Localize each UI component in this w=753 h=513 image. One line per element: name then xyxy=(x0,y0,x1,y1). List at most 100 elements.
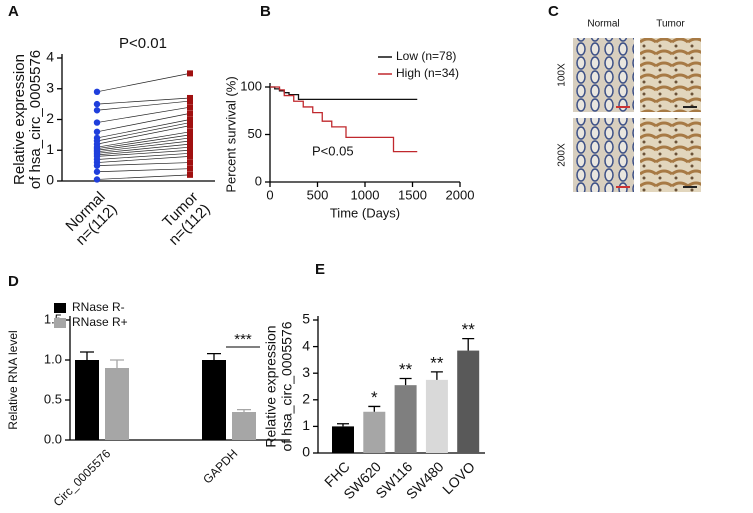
error-bar xyxy=(80,351,94,360)
dot xyxy=(93,88,101,96)
dot xyxy=(187,122,193,129)
dot xyxy=(187,94,193,101)
pair-line xyxy=(96,156,191,163)
error-bar xyxy=(207,352,221,360)
error-bar xyxy=(399,377,412,386)
legend-swatch xyxy=(54,318,66,328)
legend-label: Low (n=78) xyxy=(396,49,456,63)
x-tick-label: LOVO xyxy=(439,458,478,497)
y-tick-label: 3 xyxy=(46,79,54,95)
bar xyxy=(105,368,129,440)
pair-line xyxy=(96,146,191,156)
y-axis-label: Percent survival (%) xyxy=(223,76,238,192)
legend-label: High (n=34) xyxy=(396,66,459,80)
x-tick-label: 2000 xyxy=(446,187,475,202)
y-axis-label: Relative expression xyxy=(263,325,279,447)
dot xyxy=(93,107,101,114)
dot xyxy=(187,134,193,141)
micrograph xyxy=(640,118,701,192)
error-bar xyxy=(368,405,381,412)
bar xyxy=(394,385,417,453)
y-axis-label: Relative RNA level xyxy=(6,330,20,429)
legend-label: RNase R- xyxy=(72,300,125,314)
dot xyxy=(187,150,193,157)
dot xyxy=(187,141,193,148)
pair-line xyxy=(96,134,191,150)
pair-line xyxy=(96,97,191,105)
bar xyxy=(332,426,354,453)
dot xyxy=(187,138,193,145)
dot xyxy=(187,104,193,111)
y-tick-label: 4 xyxy=(46,49,54,65)
y-tick-label: 0.0 xyxy=(44,431,62,446)
dot xyxy=(187,70,193,77)
x-tick-label: 0 xyxy=(266,187,273,202)
y-tick-label: 0.5 xyxy=(44,391,62,406)
y-tick-label: 3 xyxy=(302,364,310,380)
pair-line xyxy=(96,125,191,145)
pair-line xyxy=(96,174,191,180)
pair-line xyxy=(96,131,191,148)
y-axis-label: of hsa_circ_0005576 xyxy=(27,50,44,189)
pair-line xyxy=(96,106,191,123)
sig-label: ** xyxy=(399,360,413,379)
dot xyxy=(187,128,193,135)
sig-label: *** xyxy=(234,331,252,348)
pair-line xyxy=(96,162,191,166)
panel-label: A xyxy=(8,3,19,20)
y-tick-label: 0 xyxy=(46,172,54,188)
y-tick-label: 1.0 xyxy=(44,351,62,366)
survival-line xyxy=(270,86,418,100)
micrograph xyxy=(640,38,701,112)
y-tick-label: 0 xyxy=(255,173,262,188)
pair-line xyxy=(96,149,191,157)
row-label: 100X xyxy=(557,63,568,87)
pair-line xyxy=(96,122,191,142)
dot xyxy=(187,159,193,166)
pair-line xyxy=(96,137,191,151)
dot xyxy=(187,153,193,160)
dot xyxy=(187,147,193,154)
column-label: Tumor xyxy=(656,19,685,30)
x-tick-label: GAPDH xyxy=(200,446,240,486)
annotation: P<0.05 xyxy=(312,143,354,158)
y-tick-label: 100 xyxy=(240,78,262,93)
y-tick-label: 2 xyxy=(46,110,54,126)
pair-line xyxy=(96,73,191,93)
y-tick-label: 4 xyxy=(302,337,310,353)
bar xyxy=(232,412,256,440)
y-tick-label: 1 xyxy=(46,141,54,157)
dot xyxy=(93,162,101,169)
dot xyxy=(187,116,193,123)
dot xyxy=(187,131,193,138)
legend-swatch xyxy=(54,303,66,313)
dot xyxy=(187,110,193,117)
error-bar xyxy=(237,408,251,412)
x-axis-label: Time (Days) xyxy=(330,205,400,220)
y-axis-label: of hsa_circ_0005576 xyxy=(279,321,295,451)
bar xyxy=(457,350,480,453)
dot xyxy=(93,119,101,126)
y-axis-label: Relative expression xyxy=(11,54,28,185)
dot xyxy=(93,168,101,175)
row-label: 200X xyxy=(557,143,568,167)
dot xyxy=(187,171,193,178)
panel-label: D xyxy=(8,273,19,290)
dot xyxy=(93,128,101,135)
error-bar xyxy=(337,423,349,427)
pair-line xyxy=(96,119,191,139)
bar xyxy=(425,379,448,453)
y-tick-label: 2 xyxy=(302,391,310,407)
dot xyxy=(93,100,101,108)
error-bar xyxy=(462,337,475,351)
y-tick-label: 5 xyxy=(302,311,310,327)
y-tick-label: 1 xyxy=(302,417,310,433)
column-label: Normal xyxy=(587,19,619,30)
error-bar xyxy=(430,371,443,380)
dot xyxy=(187,98,193,105)
pair-line xyxy=(96,152,191,160)
y-tick-label: 50 xyxy=(248,126,262,141)
micrograph xyxy=(573,118,634,192)
pair-line xyxy=(96,168,191,173)
